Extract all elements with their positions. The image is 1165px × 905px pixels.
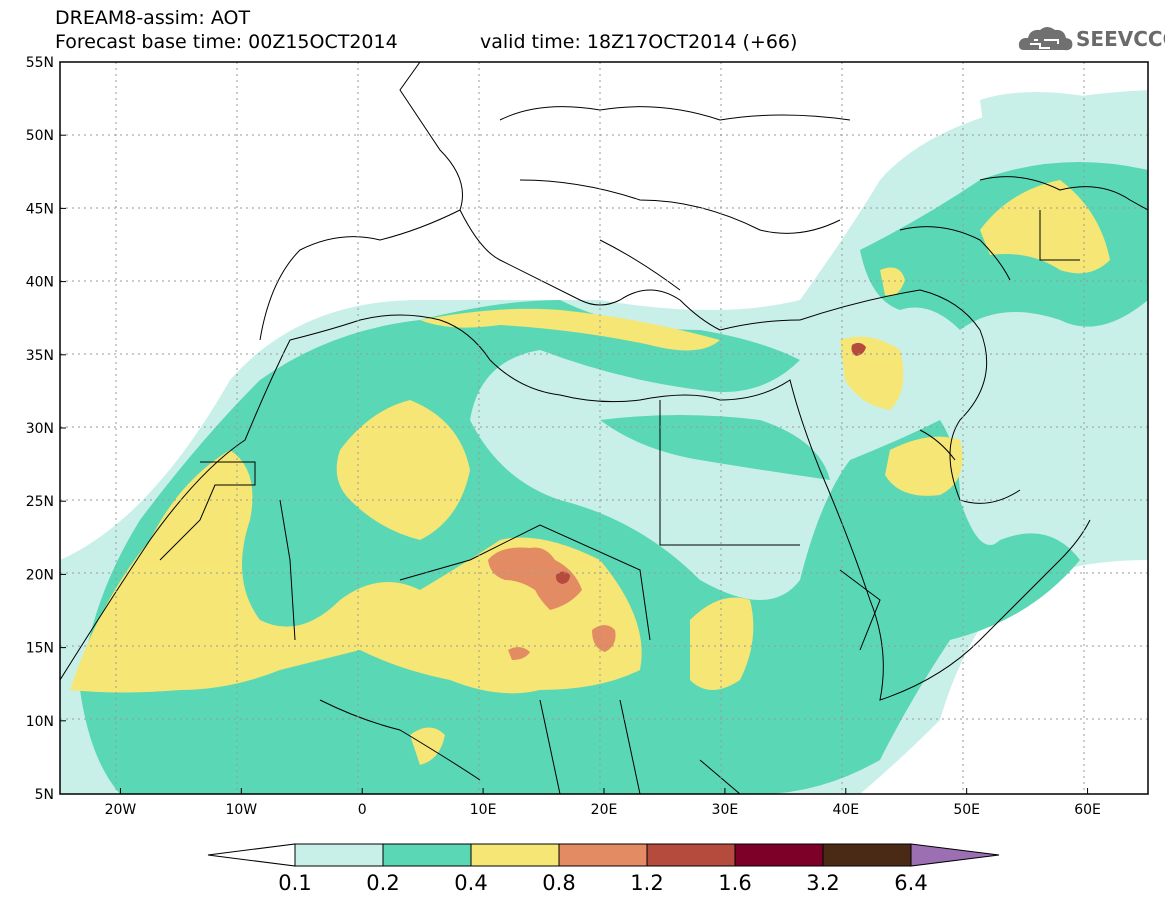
latitude-labels: 55N 50N 45N 40N 35N 30N 25N 20N 15N 10N 5N (26, 55, 66, 803)
colorbar: 0.1 0.2 0.4 0.8 1.2 1.6 3.2 6.4 (207, 843, 1000, 895)
colorbar-label-0.1: 0.1 (278, 871, 311, 895)
cloud-logo-icon (1018, 27, 1073, 51)
lat-label-30N: 30N (26, 421, 54, 437)
lon-label-10W: 10W (225, 802, 257, 818)
gridlines (60, 62, 1148, 794)
aot-level-0.8 (488, 547, 616, 660)
colorbar-swatch (822, 843, 912, 867)
colorbar-label-1.2: 1.2 (630, 871, 663, 895)
colorbar-swatch (558, 843, 648, 867)
lat-label-40N: 40N (26, 275, 54, 291)
lat-label-35N: 35N (26, 348, 54, 364)
colorbar-swatch (294, 843, 384, 867)
lat-label-20N: 20N (26, 567, 54, 583)
colorbar-swatch (470, 843, 560, 867)
lat-label-45N: 45N (26, 201, 54, 217)
aot-field (60, 62, 1148, 794)
colorbar-arrow-high (910, 843, 1000, 867)
forecast-base-time: Forecast base time: 00Z15OCT2014 (55, 31, 398, 53)
lat-label-5N: 5N (35, 787, 54, 803)
colorbar-label-6.4: 6.4 (894, 871, 927, 895)
lat-label-25N: 25N (26, 494, 54, 510)
colorbar-arrow-low (207, 843, 296, 867)
lon-label-50E: 50E (953, 802, 980, 818)
lat-label-50N: 50N (26, 128, 54, 144)
lon-label-10E: 10E (470, 802, 497, 818)
colorbar-label-0.8: 0.8 (542, 871, 575, 895)
aot-level-0.4 (70, 180, 1110, 765)
colorbar-swatch (734, 843, 824, 867)
lon-label-0: 0 (358, 802, 367, 818)
lat-label-15N: 15N (26, 641, 54, 657)
map-title: DREAM8-assim: AOT (55, 7, 251, 29)
lat-label-55N: 55N (26, 55, 54, 71)
valid-time: valid time: 18Z17OCT2014 (+66) (480, 31, 798, 53)
colorbar-label-0.4: 0.4 (454, 871, 487, 895)
lon-label-30E: 30E (712, 802, 739, 818)
aot-level-1.2 (555, 342, 866, 584)
logo-text: SEEVCCC (1076, 27, 1165, 51)
colorbar-label-1.6: 1.6 (718, 871, 751, 895)
colorbar-label-3.2: 3.2 (806, 871, 839, 895)
lon-label-20E: 20E (591, 802, 618, 818)
colorbar-swatch (646, 843, 736, 867)
longitude-labels: 20W 10W 0 10E 20E 30E 40E 50E 60E (105, 788, 1101, 818)
lon-label-40E: 40E (832, 802, 859, 818)
lon-label-20W: 20W (105, 802, 137, 818)
colorbar-label-0.2: 0.2 (366, 871, 399, 895)
lat-label-10N: 10N (26, 714, 54, 730)
colorbar-swatch (382, 843, 472, 867)
lon-label-60E: 60E (1074, 802, 1101, 818)
